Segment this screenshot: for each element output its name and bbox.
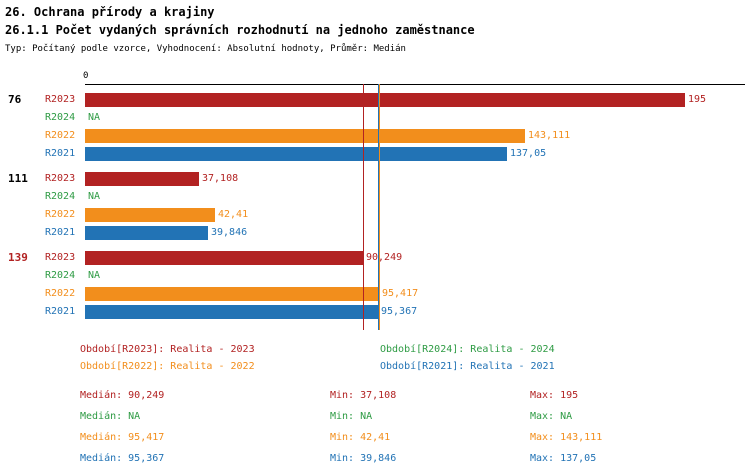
series-label-r2021: R2021: [45, 306, 76, 317]
bar-r2022: [85, 287, 379, 301]
bar-value-label: 39,846: [211, 227, 248, 238]
bar-r2021: [85, 305, 378, 319]
group-label-139: 139: [8, 251, 28, 264]
series-label-r2024: R2024: [45, 270, 76, 281]
series-label-r2024: R2024: [45, 191, 76, 202]
stats-row-r2024: Medián: NA Min: NA Max: NA: [80, 410, 602, 423]
legend-item-r2024: Období[R2024]: Realita - 2024: [380, 344, 555, 355]
stat-median: Medián: 95,367: [80, 453, 165, 464]
bar-value-label: 37,108: [202, 173, 239, 184]
bar-r2023: [85, 93, 685, 107]
series-label-r2021: R2021: [45, 227, 76, 238]
bar-value-label: 95,417: [382, 288, 419, 299]
x-axis-zero-label: 0: [83, 71, 89, 81]
stat-max: Max: 195: [530, 390, 579, 401]
bar-r2021: [85, 226, 208, 240]
bar-value-label: 42,41: [218, 209, 249, 220]
bar-r2022: [85, 129, 525, 143]
stat-min: Min: 42,41: [330, 432, 391, 443]
series-label-r2022: R2022: [45, 288, 76, 299]
series-label-r2023: R2023: [45, 94, 76, 105]
median-line-r2022: [379, 84, 380, 330]
bar-value-label: 195: [688, 94, 707, 105]
stat-median: Medián: 90,249: [80, 390, 165, 401]
stat-min: Min: NA: [330, 411, 373, 422]
stat-min: Min: 37,108: [330, 390, 397, 401]
bar-r2021: [85, 147, 507, 161]
stats-row-r2023: Medián: 90,249 Min: 37,108 Max: 195: [80, 389, 602, 402]
bar-value-label: 143,111: [528, 130, 571, 141]
series-label-r2021: R2021: [45, 148, 76, 159]
series-label-r2022: R2022: [45, 209, 76, 220]
chart-meta: Typ: Počítaný podle vzorce, Vyhodnocení:…: [5, 44, 406, 54]
stat-max: Max: NA: [530, 411, 573, 422]
stat-max: Max: 143,111: [530, 432, 603, 443]
series-label-r2023: R2023: [45, 252, 76, 263]
bar-r2023: [85, 251, 363, 265]
series-label-r2024: R2024: [45, 112, 76, 123]
chart-stats: Medián: 90,249 Min: 37,108 Max: 195 Medi…: [80, 389, 602, 473]
group-label-111: 111: [8, 172, 28, 185]
legend-item-r2021: Období[R2021]: Realita - 2021: [380, 361, 555, 372]
legend-item-r2022: Období[R2022]: Realita - 2022: [80, 361, 255, 372]
stat-median: Medián: 95,417: [80, 432, 165, 443]
page-title: 26. Ochrana přírody a krajiny: [5, 5, 215, 19]
median-line-r2023: [363, 84, 364, 330]
median-line-r2021: [378, 84, 379, 330]
bar-chart: 0 76 R2023 195 R2024 NA R2022 143,111 R2021 137,0…: [8, 71, 745, 330]
bar-value-label: NA: [88, 191, 101, 202]
bar-value-label: 137,05: [510, 148, 547, 159]
stat-max: Max: 137,05: [530, 453, 597, 464]
bar-r2022: [85, 208, 215, 222]
stats-row-r2021: Medián: 95,367 Min: 39,846 Max: 137,05: [80, 452, 602, 465]
bar-value-label: 90,249: [366, 252, 403, 263]
stat-median: Medián: NA: [80, 411, 141, 422]
bar-value-label: 95,367: [381, 306, 418, 317]
series-label-r2023: R2023: [45, 173, 76, 184]
stats-row-r2022: Medián: 95,417 Min: 42,41 Max: 143,111: [80, 431, 602, 444]
chart-legend: Období[R2023]: Realita - 2023 Období[R20…: [80, 343, 555, 373]
bar-value-label: NA: [88, 112, 101, 123]
legend-item-r2023: Období[R2023]: Realita - 2023: [80, 344, 255, 355]
stat-min: Min: 39,846: [330, 453, 397, 464]
x-axis-line: [85, 84, 745, 85]
chart-subtitle: 26.1.1 Počet vydaných správních rozhodnu…: [5, 23, 475, 37]
bar-value-label: NA: [88, 270, 101, 281]
bar-r2023: [85, 172, 199, 186]
group-label-76: 76: [8, 93, 22, 106]
series-label-r2022: R2022: [45, 130, 76, 141]
